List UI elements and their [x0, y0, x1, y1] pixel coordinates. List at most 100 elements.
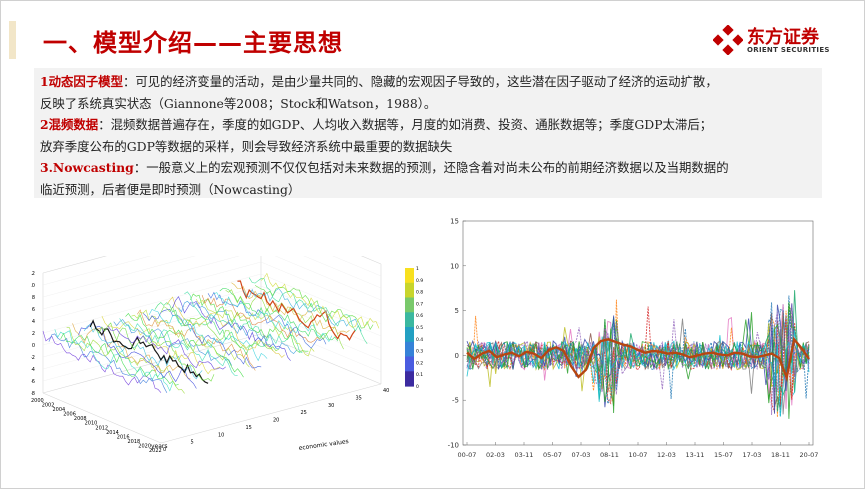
y-tick-label: 15 — [450, 218, 459, 226]
waterfall-series-line — [160, 306, 279, 352]
z-tick-label: 8 — [32, 295, 35, 301]
point-2-body: ：混频数据普遍存在，季度的如GDP、人均收入数据等，月度的如消费、投资、通胀数据… — [98, 117, 713, 132]
waterfall-series-line — [248, 277, 368, 344]
waterfall-series-line — [166, 296, 285, 358]
x-tick-label: 17-03 — [743, 451, 762, 459]
timeseries-axes — [462, 220, 814, 446]
plot-frame — [462, 220, 814, 446]
y-tick-label: 2018 — [128, 439, 141, 445]
x-tick-label: 07-03 — [572, 451, 591, 459]
x-tick-label: 5 — [191, 440, 194, 446]
axis-line — [42, 256, 107, 274]
colorbar-segment — [405, 268, 414, 284]
common-factor-line — [466, 336, 810, 383]
series-line — [466, 304, 810, 409]
x-tick-label: 35 — [356, 395, 362, 401]
waterfall-series-line — [178, 300, 297, 355]
x-tick-label: 40 — [383, 388, 389, 394]
z-tick-label: -4 — [31, 367, 35, 373]
common-factor-path — [466, 336, 810, 383]
x-tick-label: 10 — [218, 432, 224, 438]
waterfall-series-line — [107, 325, 226, 370]
point-2-lead: 2混频数据 — [40, 117, 99, 132]
y-tick-label: -5 — [452, 397, 459, 405]
point-1-body: ：可见的经济变量的活动，是由少量共同的、隐藏的宏观因子导致的，这些潜在因子驱动了… — [122, 74, 718, 89]
colorbar-tick-label: 0.5 — [416, 325, 423, 331]
yaxis-label: years — [151, 443, 168, 450]
z-tick-label: -8 — [31, 391, 35, 397]
waterfall-series-line — [83, 324, 203, 380]
waterfall-series-line — [195, 298, 315, 357]
colorbar-tick-label: 0.9 — [416, 278, 423, 284]
axis-line — [260, 333, 382, 385]
x-tick-label: 18-11 — [771, 451, 790, 459]
x-tick-label: 02-03 — [486, 451, 505, 459]
x-tick-label: 20-07 — [800, 451, 819, 459]
waterfall-series-line — [66, 327, 185, 394]
z-tick-label: 6 — [32, 307, 35, 313]
grid-line — [42, 297, 262, 358]
colorbar-tick-label: 0.1 — [416, 372, 423, 378]
waterfall-series-line — [201, 294, 321, 343]
grid-line — [274, 256, 382, 301]
z-tick-label: 2 — [32, 331, 35, 337]
point-1-lead: 1动态因子模型 — [40, 74, 123, 89]
grid-line — [42, 321, 262, 382]
waterfall-series-line — [184, 291, 303, 354]
waterfall-series-line — [137, 309, 256, 371]
point-3-body: ：一般意义上的宏观预测不仅仅包括对未来数据的预测，还隐含着对尚未公布的前期经济数… — [133, 160, 729, 175]
waterfall-series-line — [101, 315, 221, 375]
colorbar-segment — [405, 297, 414, 313]
z-tick-label: -6 — [31, 379, 35, 385]
x-tick-label: 00-07 — [458, 451, 477, 459]
grid-line — [42, 273, 262, 334]
z-tick-label: -2 — [31, 355, 35, 361]
waterfall-series-line — [78, 321, 197, 389]
waterfall-series-line — [95, 322, 215, 382]
y-tick-label: 2000 — [31, 398, 44, 404]
point-3: 3.Nowcasting：一般意义上的宏观预测不仅仅包括对未来数据的预测，还隐含… — [34, 157, 822, 200]
x-tick-label: 20 — [273, 418, 279, 424]
grid-line — [42, 261, 262, 322]
waterfall-series-line — [113, 319, 232, 366]
waterfall-series-line — [243, 288, 362, 332]
point-1: 1动态因子模型：可见的经济变量的活动，是由少量共同的、隐藏的宏观因子导致的，这些… — [34, 71, 822, 114]
x-tick-label: 15-07 — [714, 451, 733, 459]
waterfall-series-line — [213, 292, 333, 343]
colorbar: 1 0.9 0.8 0.7 0.6 0.5 0.4 0.3 0.2 0.1 0 — [405, 266, 423, 390]
logo-mark-icon — [713, 25, 743, 55]
x-tick-label: 25 — [301, 410, 307, 416]
colorbar-segment — [405, 371, 414, 387]
y-tick-label: 2014 — [106, 430, 119, 436]
grid-line — [303, 256, 382, 289]
point-3-body-cont: 临近预测，后者便是即时预测（Nowcasting） — [40, 181, 301, 197]
z-tick-label: 10 — [31, 283, 35, 289]
x-tick-label: 12-03 — [657, 451, 676, 459]
colorbar-tick-label: 0.7 — [416, 301, 423, 307]
waterfall-series-line — [42, 330, 162, 393]
y-tick-label: 2006 — [63, 412, 76, 418]
company-logo: 东方证券 ORIENT SECURITIES — [713, 23, 833, 61]
logo-text-cn: 东方证券 — [747, 27, 819, 48]
timeseries-series — [466, 290, 810, 419]
colorbar-segment — [405, 327, 414, 343]
grid-line — [260, 273, 382, 325]
colorbar-segment — [405, 282, 414, 299]
y-tick-label: -10 — [448, 442, 459, 450]
x-tick-label: 13-11 — [686, 451, 705, 459]
y-tick-label: 2020 — [138, 444, 151, 450]
axis-line — [160, 383, 382, 444]
waterfall-series-line — [48, 333, 168, 394]
point-1-body-cont: 反映了系统真实状态（Giannone等2008；Stock和Watson，198… — [40, 95, 437, 111]
colorbar-tick-label: 0.3 — [416, 349, 423, 355]
y-tick-label: 2010 — [85, 421, 98, 427]
axis-line — [42, 392, 162, 444]
x-tick-label: 0 — [163, 447, 166, 453]
y-tick-label: 0 — [455, 352, 459, 360]
y-tick-label: 2016 — [117, 434, 130, 440]
waterfall-series-line — [142, 308, 262, 369]
y-tick-label: 2002 — [42, 403, 55, 409]
grid-line — [260, 261, 382, 313]
